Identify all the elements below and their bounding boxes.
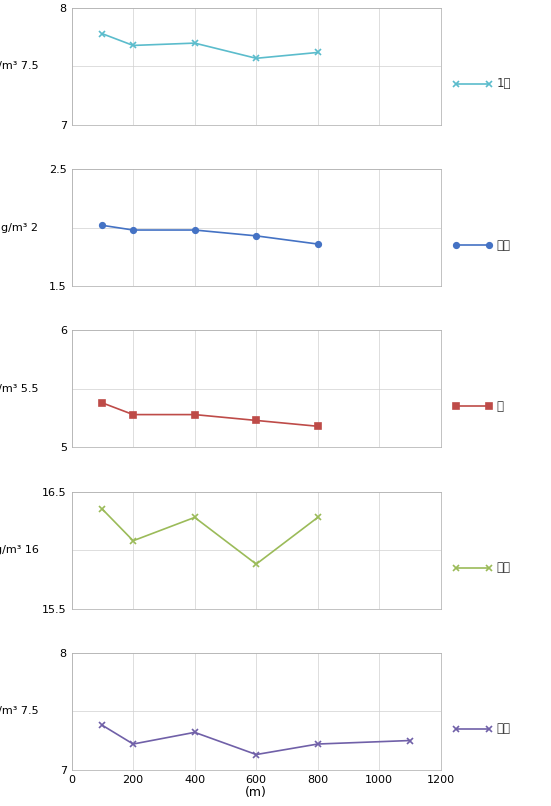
- Text: 곸울: 곸울: [496, 239, 510, 251]
- X-axis label: (m): (m): [245, 786, 267, 799]
- Text: g/m³ 5.5: g/m³ 5.5: [0, 384, 39, 394]
- Text: g/m³ 16: g/m³ 16: [0, 545, 39, 555]
- Text: g/m³ 7.5: g/m³ 7.5: [0, 706, 39, 717]
- Text: 봄: 봄: [496, 400, 503, 413]
- Text: g/m³ 7.5: g/m³ 7.5: [0, 61, 39, 72]
- Text: 여름: 여름: [496, 561, 510, 574]
- Text: g/m³ 2: g/m³ 2: [2, 222, 39, 233]
- Text: 가을: 가을: [496, 722, 510, 735]
- Text: 1년: 1년: [496, 77, 511, 90]
